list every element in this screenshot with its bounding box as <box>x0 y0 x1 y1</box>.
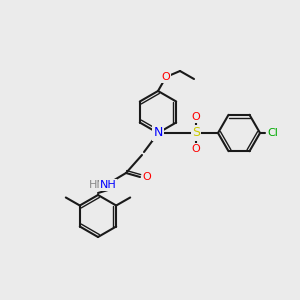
Text: S: S <box>192 127 200 140</box>
Text: O: O <box>142 172 152 182</box>
Text: N: N <box>153 127 163 140</box>
Text: NH: NH <box>100 180 116 190</box>
Text: O: O <box>162 72 170 82</box>
Text: Cl: Cl <box>268 128 278 138</box>
Text: HN: HN <box>89 180 106 190</box>
Text: O: O <box>192 112 200 122</box>
Text: O: O <box>192 144 200 154</box>
